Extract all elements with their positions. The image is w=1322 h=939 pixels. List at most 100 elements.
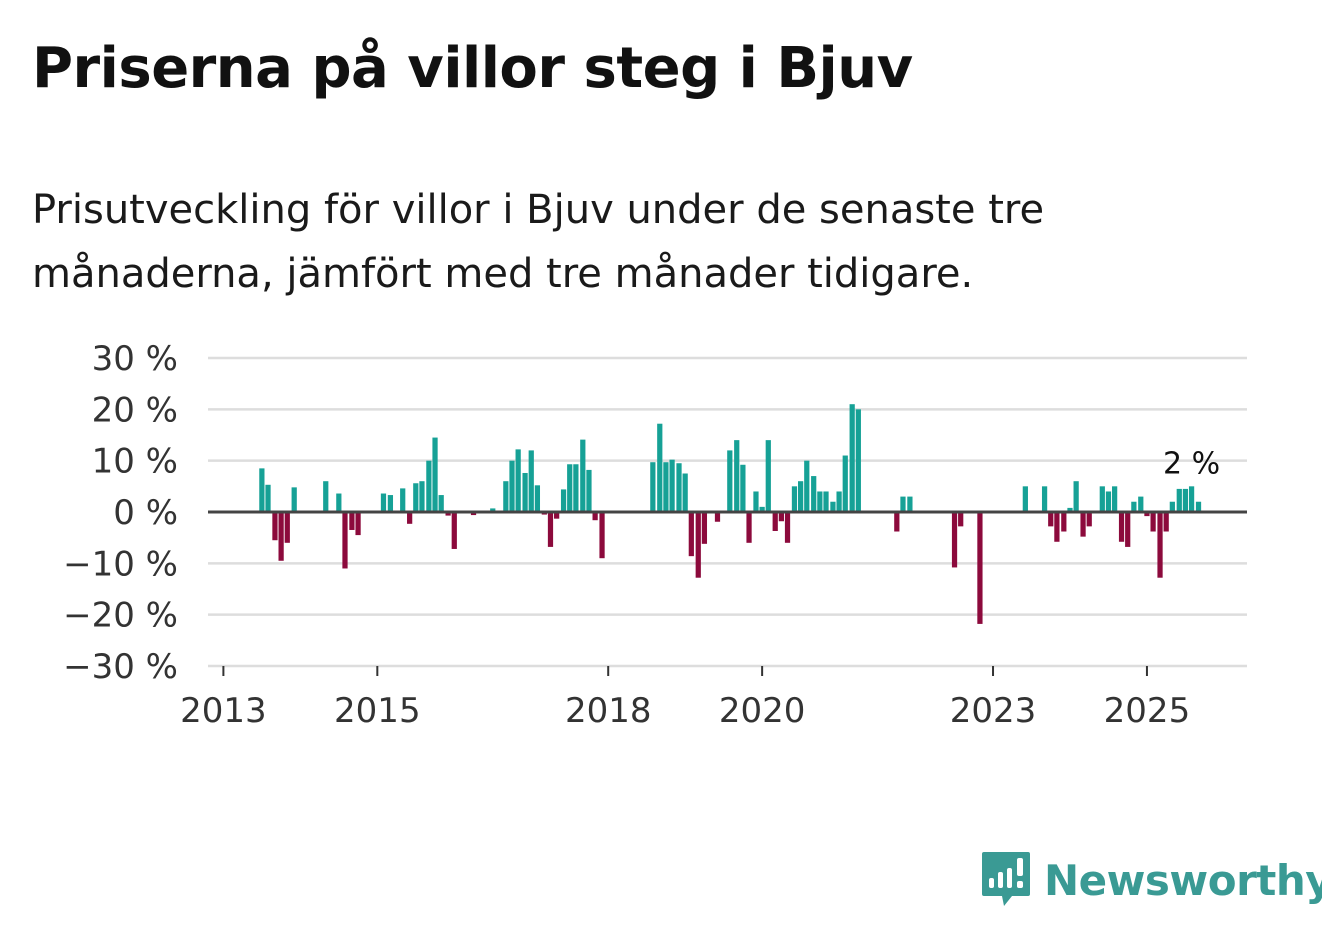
- bar: [977, 512, 983, 624]
- y-tick-label: −30 %: [63, 647, 178, 687]
- bar: [663, 462, 669, 512]
- bar: [1163, 512, 1169, 532]
- bar: [259, 468, 265, 512]
- bar: [547, 512, 554, 547]
- bar: [342, 512, 348, 569]
- bar: [823, 491, 829, 512]
- bar: [419, 481, 425, 512]
- bar: [592, 512, 598, 521]
- bar: [534, 485, 541, 512]
- bar: [560, 489, 567, 512]
- bar: [1176, 488, 1182, 512]
- bar: [528, 450, 534, 512]
- bar: [900, 496, 906, 512]
- bar: [784, 512, 791, 543]
- bar: [380, 493, 387, 512]
- bar: [567, 464, 573, 512]
- bar: [1048, 512, 1054, 527]
- bar: [509, 460, 515, 512]
- bar: [438, 495, 444, 512]
- x-tick-label: 2013: [180, 691, 267, 731]
- bar: [714, 512, 721, 522]
- bar: [323, 481, 329, 512]
- axis-layer: [208, 510, 1247, 676]
- bar: [1086, 512, 1092, 527]
- label-layer: 30 % 20 % 10 % 0 % −10 % −20 % −30 %2013 2015 20…: [63, 339, 1220, 731]
- bar: [580, 439, 586, 512]
- bar: [1125, 512, 1131, 547]
- bar: [515, 449, 521, 512]
- bar: [798, 481, 804, 512]
- bar: [470, 512, 477, 516]
- y-tick-label: −10 %: [63, 544, 178, 584]
- bar: [355, 512, 361, 536]
- bar: [817, 491, 823, 512]
- bar: [1112, 486, 1118, 512]
- bar: [503, 481, 509, 512]
- bar: [432, 437, 438, 512]
- x-tick-label: 2025: [1104, 691, 1191, 731]
- bar: [1157, 512, 1163, 578]
- bar: [907, 496, 913, 512]
- bar: [1131, 501, 1137, 512]
- bar: [746, 512, 752, 543]
- bar: [272, 512, 278, 541]
- bar: [804, 460, 810, 512]
- bar: [772, 512, 778, 531]
- newsworthy-logo-icon: [982, 852, 1030, 906]
- bar: [759, 506, 765, 512]
- bar: [849, 404, 855, 512]
- bar: [554, 512, 560, 519]
- latest-value-label: 2 %: [1163, 447, 1220, 482]
- x-tick-label: 2023: [950, 691, 1037, 731]
- bar: [830, 501, 836, 512]
- bar: [336, 493, 342, 512]
- bar: [669, 459, 675, 512]
- bar: [1188, 486, 1195, 512]
- newsworthy-logo-text: Newsworthy: [1044, 855, 1322, 905]
- bar: [778, 512, 784, 522]
- bar: [855, 409, 861, 512]
- bar: [842, 455, 848, 512]
- bar: [413, 483, 419, 512]
- bar: [490, 508, 496, 512]
- bar: [1061, 512, 1067, 532]
- bar: [400, 488, 406, 512]
- y-tick-label: 10 %: [92, 442, 178, 482]
- bar: [951, 512, 958, 568]
- bar: [753, 491, 759, 512]
- bar: [1169, 501, 1175, 512]
- bar: [657, 423, 663, 512]
- bar: [586, 469, 592, 512]
- bar: [349, 512, 355, 530]
- bar: [676, 463, 682, 512]
- bar: [1054, 512, 1060, 542]
- bar: [451, 512, 457, 549]
- chart-subtitle: Prisutveckling för villor i Bjuv under d…: [32, 187, 1045, 297]
- x-tick-label: 2020: [719, 691, 806, 731]
- bar: [740, 464, 746, 512]
- bar: [1099, 486, 1105, 512]
- bar-chart: 30 % 20 % 10 % 0 % −10 % −20 % −30 %2013 2015 20…: [63, 339, 1247, 731]
- bar: [734, 440, 740, 512]
- bar: [688, 512, 694, 557]
- chart-title: Priserna på villor steg i Bjuv: [32, 36, 913, 101]
- bar: [836, 491, 842, 512]
- bar: [791, 486, 798, 512]
- bar: [387, 495, 394, 512]
- bar: [1150, 512, 1156, 532]
- bar: [573, 464, 579, 512]
- bar: [811, 476, 817, 512]
- bar: [407, 512, 413, 524]
- y-tick-label: 20 %: [92, 390, 178, 430]
- bar: [1080, 512, 1086, 537]
- bar: [265, 484, 271, 512]
- bar: [701, 512, 708, 544]
- newsworthy-logo[interactable]: Newsworthy: [980, 850, 1322, 910]
- bar: [1195, 501, 1202, 512]
- bar: [1144, 512, 1150, 517]
- bar: [1182, 488, 1189, 512]
- bar: [1138, 496, 1144, 512]
- y-tick-label: 30 %: [92, 339, 178, 379]
- bar: [1041, 486, 1048, 512]
